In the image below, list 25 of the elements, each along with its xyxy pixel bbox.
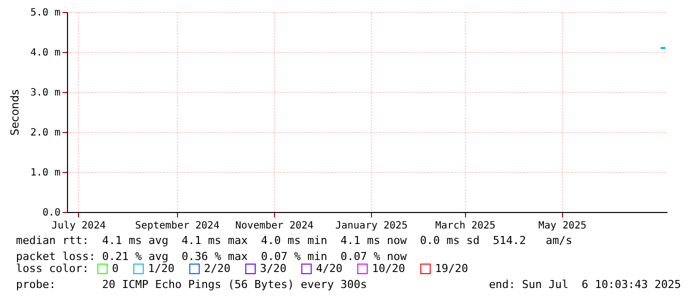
y-tick-label: 5.0 m [30, 8, 60, 18]
text: packet loss: 0.21 % avg 0.36 % max 0.07 % min 0.07 % now [16, 250, 408, 263]
y-tick-label: 2.0 m [30, 128, 60, 138]
x-tick-label: July 2024 [52, 220, 106, 232]
y-axis-title: Seconds [8, 89, 22, 136]
x-tick-label: January 2025 [335, 220, 408, 232]
legend-title: loss color: [16, 262, 89, 275]
legend-label: 3/20 [260, 262, 286, 275]
text: probe: 20 ICMP Echo Pings (56 Bytes) every 300s [16, 278, 367, 291]
y-tick-label: 1.0 m [30, 168, 60, 178]
legend-label: 2/20 [204, 262, 230, 275]
x-tick-label: March 2025 [435, 220, 496, 232]
text: end: Sun Jul 6 10:03:43 2025 [488, 278, 681, 291]
y-tick-label: 3.0 m [30, 88, 60, 98]
y-tick-label: 4.0 m [30, 48, 60, 58]
y-tick-label: 0.0 [42, 208, 60, 218]
x-tick-label: May 2025 [538, 220, 587, 232]
legend-label: 19/20 [435, 262, 468, 275]
text: median rtt: 4.1 ms avg 4.1 ms max 4.0 ms min 4.1 ms now 0.0 ms sd 514.2 am/s [16, 234, 572, 247]
x-tick-label: November 2024 [235, 220, 314, 232]
legend-label: 4/20 [316, 262, 342, 275]
legend-label: 10/20 [372, 262, 406, 275]
legend-label: 0 [112, 262, 119, 275]
x-tick-label: September 2024 [135, 220, 220, 232]
legend-label: 1/20 [148, 262, 174, 275]
